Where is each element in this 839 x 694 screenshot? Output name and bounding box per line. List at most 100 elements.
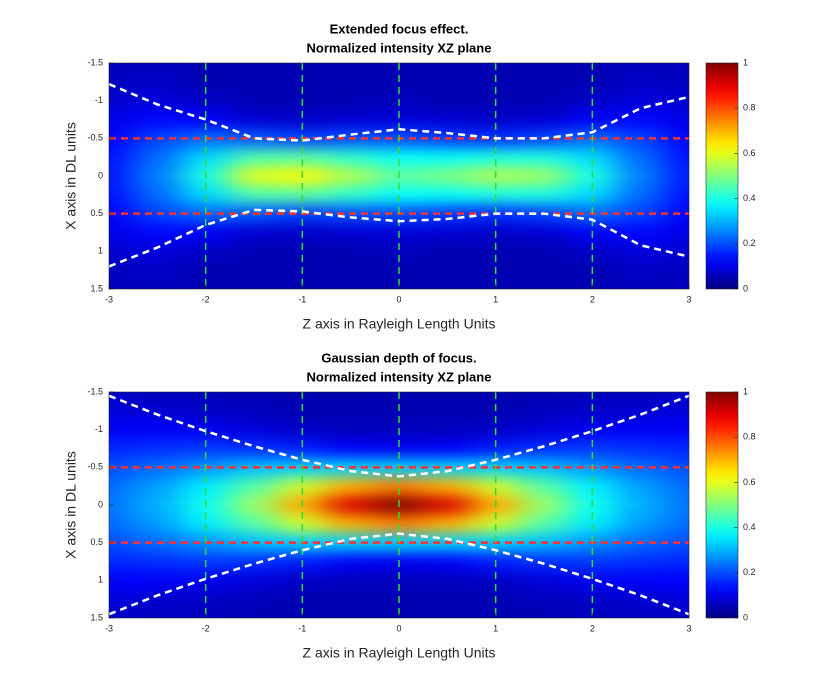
heatmap xyxy=(109,63,689,289)
heatmap-cell xyxy=(374,439,424,459)
heatmap-cell xyxy=(664,110,689,130)
heatmap-cell xyxy=(664,166,689,186)
heatmap-cell xyxy=(229,552,279,572)
heatmap-cell xyxy=(229,166,279,186)
heatmap-cell xyxy=(229,63,279,73)
heatmap-cell xyxy=(664,439,689,459)
heatmap-cell xyxy=(519,185,569,205)
heatmap-cell xyxy=(278,147,327,168)
heatmap-cell xyxy=(423,166,472,186)
heatmap-cell xyxy=(374,401,424,421)
x-tick-label: 3 xyxy=(686,623,691,633)
heatmap-cell xyxy=(133,439,182,459)
heatmap-cell xyxy=(326,147,376,168)
heatmap-cell xyxy=(326,439,376,459)
heatmap-cell xyxy=(229,223,279,243)
heatmap-cell xyxy=(181,570,231,591)
heatmap-cell xyxy=(616,495,666,515)
x-tick-label: -1 xyxy=(298,623,306,633)
colorbar-tick-label: 0.4 xyxy=(743,193,756,203)
heatmap-cell xyxy=(616,166,666,186)
heatmap-cell xyxy=(519,72,569,92)
x-tick-label: 0 xyxy=(396,623,401,633)
colorbar-tick-label: 0 xyxy=(743,612,748,622)
chart-title: Normalized intensity XZ plane xyxy=(307,369,492,384)
heatmap-cell xyxy=(519,514,569,534)
y-tick-label: 1.5 xyxy=(90,612,103,622)
x-tick-label: -2 xyxy=(202,294,210,304)
heatmap-cell xyxy=(326,420,376,440)
heatmap-cell xyxy=(374,570,424,591)
heatmap-cell xyxy=(326,110,376,130)
heatmap-cell xyxy=(229,476,279,497)
heatmap-cell xyxy=(423,514,472,534)
heatmap-cell xyxy=(616,552,666,572)
heatmap-cell xyxy=(664,401,689,421)
heatmap-cell xyxy=(133,514,182,534)
heatmap-cell xyxy=(109,589,134,610)
heatmap-cell xyxy=(278,72,327,92)
heatmap-cell xyxy=(664,63,689,73)
heatmap-cell xyxy=(664,608,689,618)
heatmap-cell xyxy=(229,570,279,591)
heatmap-cell xyxy=(374,476,424,497)
heatmap-cell xyxy=(616,401,666,421)
heatmap-cell xyxy=(374,241,424,262)
heatmap-cell xyxy=(278,241,327,262)
heatmap-cell xyxy=(181,401,231,421)
heatmap-cell xyxy=(109,185,134,205)
heatmap-cell xyxy=(568,147,617,168)
heatmap-cell xyxy=(109,392,134,402)
heatmap-cell xyxy=(519,570,569,591)
heatmap-cell xyxy=(133,63,182,73)
heatmap-cell xyxy=(471,110,521,130)
heatmap-cell xyxy=(664,392,689,402)
heatmap-cell xyxy=(109,110,134,130)
heatmap-cell xyxy=(229,514,279,534)
heatmap-cell xyxy=(229,392,279,402)
heatmap-cell xyxy=(109,401,134,421)
heatmap-cell xyxy=(133,110,182,130)
colorbar-tick-label: 0.8 xyxy=(743,432,756,442)
heatmap-cell xyxy=(423,401,472,421)
heatmap-cell xyxy=(616,241,666,262)
chart-title: Extended focus effect. xyxy=(330,21,469,36)
heatmap-cell xyxy=(326,392,376,402)
x-tick-label: -2 xyxy=(202,623,210,633)
heatmap-cell xyxy=(616,589,666,610)
heatmap-cell xyxy=(519,552,569,572)
heatmap-cell xyxy=(109,166,134,186)
chart-title: Normalized intensity XZ plane xyxy=(307,40,492,55)
heatmap-cell xyxy=(664,495,689,515)
heatmap-cell xyxy=(519,392,569,402)
heatmap-cell xyxy=(229,608,279,618)
heatmap-cell xyxy=(133,552,182,572)
heatmap-cell xyxy=(326,514,376,534)
heatmap-cell xyxy=(229,147,279,168)
heatmap-cell xyxy=(519,147,569,168)
heatmap-cell xyxy=(181,72,231,92)
heatmap-cell xyxy=(616,63,666,73)
heatmap-cell xyxy=(568,476,617,497)
heatmap-cell xyxy=(278,110,327,130)
heatmap-cell xyxy=(664,476,689,497)
heatmap-cell xyxy=(229,279,279,289)
chart-title: Gaussian depth of focus. xyxy=(321,350,476,365)
heatmap-cell xyxy=(109,147,134,168)
heatmap-cell xyxy=(471,72,521,92)
heatmap-cell xyxy=(229,241,279,262)
heatmap-cell xyxy=(568,401,617,421)
heatmap-cell xyxy=(664,420,689,440)
heatmap-cell xyxy=(616,514,666,534)
heatmap-cell xyxy=(664,223,689,243)
y-tick-label: -1 xyxy=(95,424,103,434)
heatmap-cell xyxy=(519,166,569,186)
heatmap-cell xyxy=(616,608,666,618)
colorbar-tick-label: 0.4 xyxy=(743,522,756,532)
colorbar-tick-label: 1 xyxy=(743,386,748,396)
heatmap-cell xyxy=(133,589,182,610)
beam-contour xyxy=(109,82,689,142)
heatmap-cell xyxy=(109,570,134,591)
heatmap-cell xyxy=(616,223,666,243)
heatmap-cell xyxy=(109,439,134,459)
